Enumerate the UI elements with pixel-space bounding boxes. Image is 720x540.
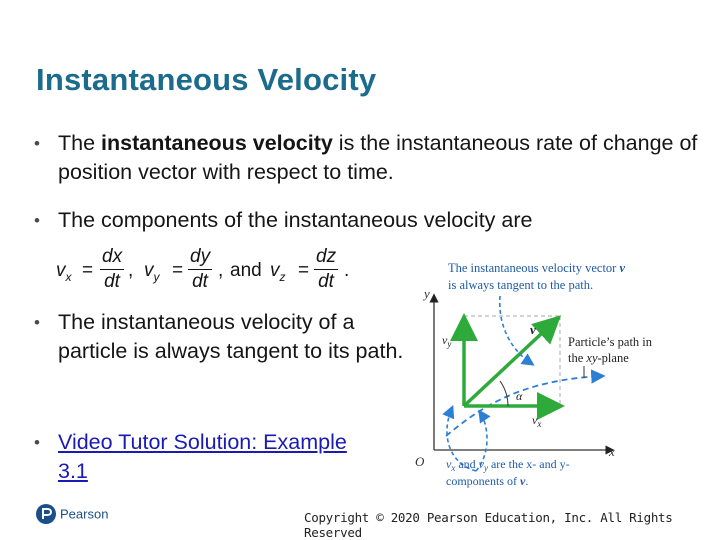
vx-label: vx (532, 413, 541, 429)
path-label-line1: Particle’s path in (568, 335, 653, 349)
path-label-line2: the xy-plane (568, 351, 629, 365)
bullet-dot: • (34, 211, 40, 230)
comma: , (218, 260, 224, 281)
vy-symbol: vy (144, 260, 160, 284)
vz-symbol: vz (270, 260, 286, 284)
v-label: v (530, 322, 536, 337)
bullet-definition-bold: instantaneous velocity (101, 131, 333, 155)
origin-label: O (415, 454, 425, 469)
pearson-logo: Pearson (36, 503, 116, 530)
velocity-vector (462, 315, 562, 408)
bullet-definition-text-post: is the instantaneous rate of change of p… (58, 131, 698, 184)
bullet-definition-text-pre: The (58, 131, 102, 155)
y-axis-label: y (422, 286, 430, 301)
and-word: and (230, 260, 262, 281)
equals-sign: = (82, 260, 94, 281)
bullet-tangent-text: The instantaneous velocity of a particle… (58, 310, 404, 363)
velocity-diagram: The instantaneous velocity vector v is a… (415, 261, 653, 488)
vx-symbol: vx (56, 260, 72, 284)
fraction-dz-dt: dz dt (314, 246, 339, 292)
slide-title: Instantaneous Velocity (36, 62, 377, 97)
bullet-definition: • The instantaneous velocity is the inst… (34, 129, 698, 187)
particle-path (445, 369, 606, 437)
fraction-dy-dt: dy dt (188, 246, 213, 292)
pointer-arrow-caption (498, 295, 535, 366)
x-axis-label: x (608, 444, 615, 459)
comma: , (128, 260, 134, 281)
fraction-dx-dt: dx dt (100, 246, 125, 292)
bullet-components: • The components of the instantaneous ve… (34, 206, 698, 235)
diagram-caption-top-line1: The instantaneous velocity vector v (448, 261, 625, 275)
pearson-logo-icon: Pearson (36, 504, 108, 524)
diagram-caption-bottom-line2: components of v. (446, 474, 528, 488)
period: . (344, 260, 350, 281)
bullet-dot: • (34, 134, 40, 153)
alpha-label: α (516, 389, 523, 403)
svg-text:Pearson: Pearson (60, 507, 108, 522)
diagram-caption-top-line2: is always tangent to the path. (448, 278, 593, 292)
pointer-arrow-vy (442, 405, 477, 472)
bullet-tangent: • The instantaneous velocity of a partic… (34, 308, 418, 366)
equals-sign: = (172, 260, 184, 281)
bullet-dot: • (34, 313, 40, 332)
alpha-arc (499, 380, 509, 407)
diagram-caption-bottom-line1: vx and vy are the x- and y- (446, 457, 570, 473)
bullet-video: • Video Tutor Solution: Example 3.1 (34, 428, 358, 486)
bullet-components-text: The components of the instantaneous velo… (58, 208, 533, 232)
bullet-dot: • (34, 433, 40, 452)
video-tutor-link[interactable]: Video Tutor Solution: Example 3.1 (58, 430, 347, 483)
copyright-notice: Copyright © 2020 Pearson Education, Inc.… (304, 510, 673, 540)
pointer-arrow-vx (475, 409, 491, 472)
equals-sign: = (298, 260, 310, 281)
vy-label: vy (442, 333, 451, 349)
